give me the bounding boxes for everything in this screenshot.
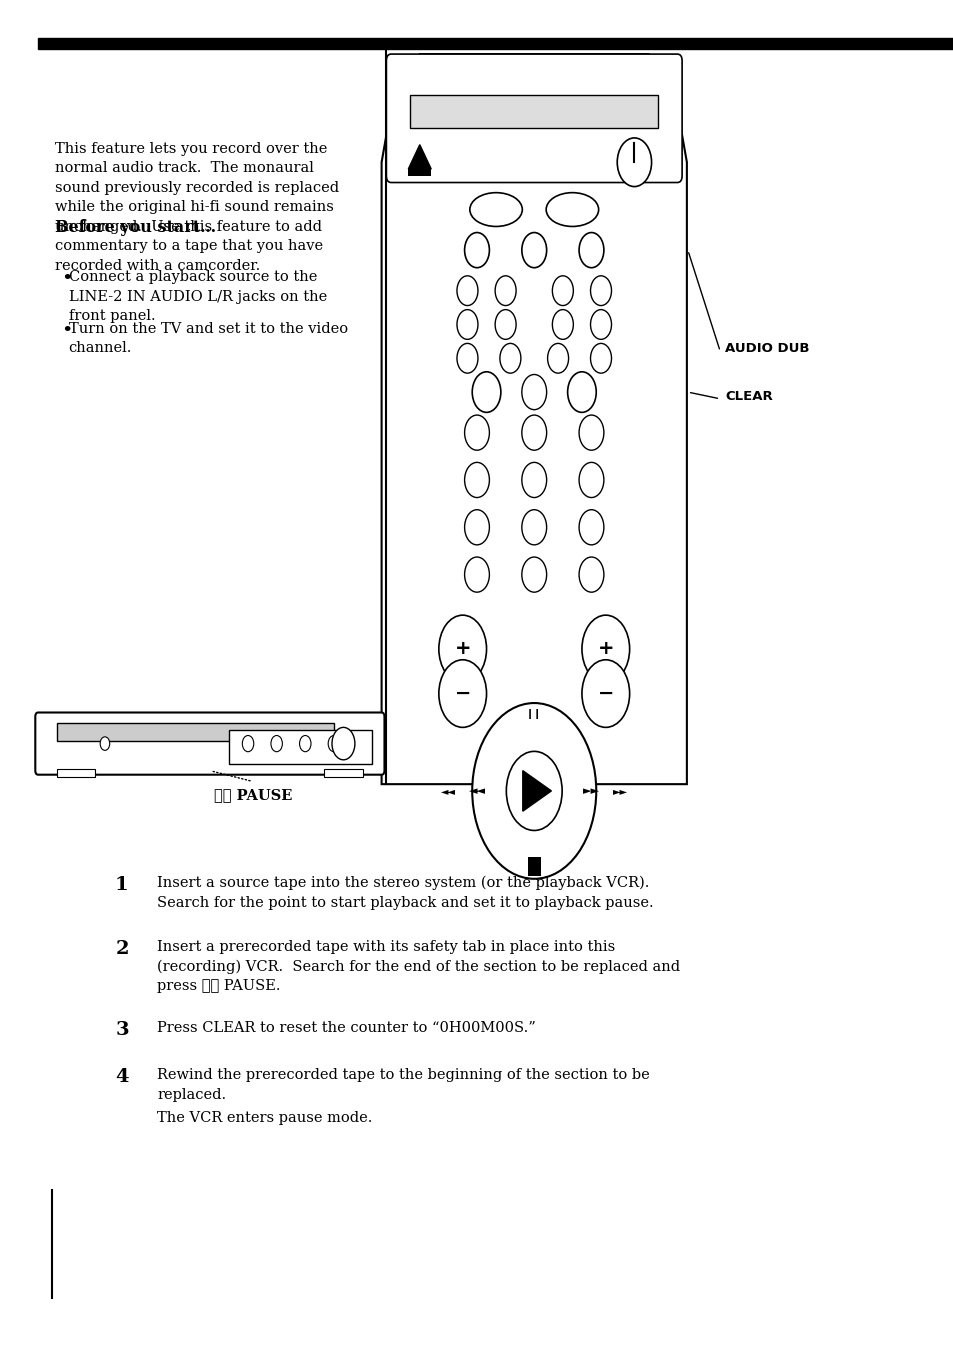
Circle shape bbox=[552, 276, 573, 306]
Circle shape bbox=[438, 660, 486, 727]
Text: AUDIO DUB: AUDIO DUB bbox=[724, 342, 809, 356]
Circle shape bbox=[464, 233, 489, 268]
Text: +: + bbox=[597, 639, 614, 658]
Text: 4: 4 bbox=[115, 1068, 129, 1086]
Circle shape bbox=[332, 727, 355, 760]
Text: −: − bbox=[597, 684, 614, 703]
Circle shape bbox=[521, 510, 546, 545]
Text: The VCR enters pause mode.: The VCR enters pause mode. bbox=[157, 1111, 373, 1125]
Circle shape bbox=[547, 343, 568, 373]
Circle shape bbox=[271, 735, 282, 752]
Circle shape bbox=[328, 735, 339, 752]
Circle shape bbox=[590, 276, 611, 306]
Circle shape bbox=[578, 233, 603, 268]
Text: +: + bbox=[454, 639, 471, 658]
Circle shape bbox=[581, 615, 629, 683]
Circle shape bbox=[567, 372, 596, 412]
Text: ►►: ►► bbox=[582, 786, 599, 796]
Circle shape bbox=[578, 462, 603, 498]
Circle shape bbox=[472, 372, 500, 412]
Polygon shape bbox=[381, 54, 686, 784]
Polygon shape bbox=[522, 771, 551, 811]
Text: Press CLEAR to reset the counter to “0H00M00S.”: Press CLEAR to reset the counter to “0H0… bbox=[157, 1021, 536, 1034]
Bar bbox=[57, 723, 334, 741]
Text: ◄◄: ◄◄ bbox=[468, 786, 485, 796]
Circle shape bbox=[526, 706, 541, 727]
Text: This feature lets you record over the
normal audio track.  The monaural
sound pr: This feature lets you record over the no… bbox=[55, 142, 339, 273]
Text: Before you start…: Before you start… bbox=[55, 219, 216, 237]
Circle shape bbox=[438, 615, 486, 683]
Bar bbox=[324, 769, 362, 777]
Text: ►►: ►► bbox=[612, 786, 627, 796]
Circle shape bbox=[100, 737, 110, 750]
Circle shape bbox=[578, 557, 603, 592]
Bar bbox=[527, 857, 540, 876]
Polygon shape bbox=[408, 145, 431, 169]
Circle shape bbox=[506, 752, 561, 830]
Text: CLEAR: CLEAR bbox=[724, 389, 772, 403]
Circle shape bbox=[617, 138, 651, 187]
Text: −: − bbox=[454, 684, 471, 703]
Circle shape bbox=[590, 343, 611, 373]
Circle shape bbox=[472, 703, 596, 879]
Circle shape bbox=[521, 557, 546, 592]
Circle shape bbox=[578, 415, 603, 450]
Text: •: • bbox=[61, 270, 72, 288]
Text: Turn on the TV and set it to the video
channel.: Turn on the TV and set it to the video c… bbox=[69, 322, 348, 356]
Circle shape bbox=[521, 233, 546, 268]
Ellipse shape bbox=[469, 192, 522, 227]
Bar bbox=[229, 730, 372, 764]
Circle shape bbox=[552, 310, 573, 339]
Bar bbox=[408, 169, 431, 176]
Circle shape bbox=[456, 276, 477, 306]
Bar bbox=[410, 95, 658, 128]
Circle shape bbox=[521, 375, 546, 410]
Circle shape bbox=[464, 557, 489, 592]
Circle shape bbox=[242, 735, 253, 752]
Text: ◄◄: ◄◄ bbox=[440, 786, 456, 796]
Circle shape bbox=[495, 276, 516, 306]
Text: Connect a playback source to the
LINE-2 IN AUDIO L/R jacks on the
front panel.: Connect a playback source to the LINE-2 … bbox=[69, 270, 327, 323]
Text: Insert a source tape into the stereo system (or the playback VCR).
Search for th: Insert a source tape into the stereo sys… bbox=[157, 876, 654, 910]
Circle shape bbox=[464, 462, 489, 498]
Text: 3: 3 bbox=[115, 1021, 129, 1038]
Text: ❙❙ PAUSE: ❙❙ PAUSE bbox=[213, 788, 292, 802]
Text: Rewind the prerecorded tape to the beginning of the section to be
replaced.: Rewind the prerecorded tape to the begin… bbox=[157, 1068, 650, 1102]
Circle shape bbox=[464, 510, 489, 545]
Text: •: • bbox=[61, 322, 72, 339]
FancyBboxPatch shape bbox=[386, 54, 681, 183]
Circle shape bbox=[456, 310, 477, 339]
Circle shape bbox=[521, 462, 546, 498]
Text: 2: 2 bbox=[115, 940, 129, 957]
Circle shape bbox=[456, 343, 477, 373]
Circle shape bbox=[495, 310, 516, 339]
Bar bbox=[38, 38, 953, 49]
Circle shape bbox=[521, 415, 546, 450]
Text: 1: 1 bbox=[115, 876, 129, 894]
Ellipse shape bbox=[545, 192, 598, 227]
Text: ❙❙: ❙❙ bbox=[525, 708, 542, 719]
Circle shape bbox=[299, 735, 311, 752]
Circle shape bbox=[464, 415, 489, 450]
Circle shape bbox=[578, 510, 603, 545]
Circle shape bbox=[581, 660, 629, 727]
FancyBboxPatch shape bbox=[35, 713, 384, 775]
Text: Insert a prerecorded tape with its safety tab in place into this
(recording) VCR: Insert a prerecorded tape with its safet… bbox=[157, 940, 679, 994]
Bar bbox=[57, 769, 95, 777]
Circle shape bbox=[499, 343, 520, 373]
Circle shape bbox=[590, 310, 611, 339]
